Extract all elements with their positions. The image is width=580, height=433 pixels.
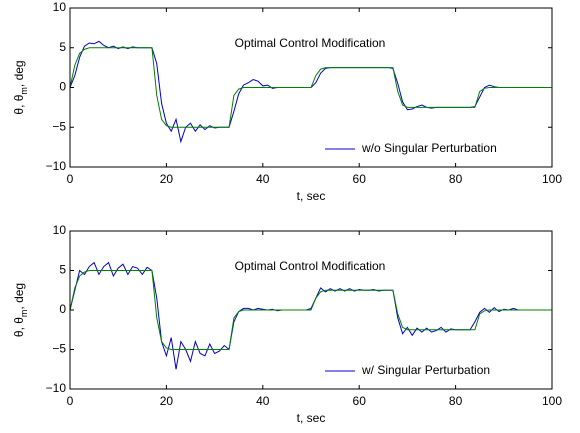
x-tick-label: 40 <box>256 172 270 186</box>
axes-box <box>69 7 553 168</box>
x-tick-label: 100 <box>542 394 562 408</box>
legend-label: w/o Singular Perturbation <box>361 141 497 155</box>
data-line <box>69 47 552 128</box>
x-tick-label: 0 <box>67 394 74 408</box>
x-tick-label: 20 <box>160 394 174 408</box>
y-tick-label: 5 <box>59 40 66 54</box>
annotation: Optimal Control Modification <box>235 36 386 50</box>
x-axis-label: t, sec <box>297 411 326 425</box>
data-line <box>69 261 552 370</box>
y-axis-label: θ, θm, deg <box>12 60 29 114</box>
x-tick-label: 40 <box>256 394 270 408</box>
y-axis-label: θ, θm, deg <box>12 283 29 337</box>
legend-label: w/ Singular Perturbation <box>361 363 490 377</box>
x-tick-label: 80 <box>449 172 463 186</box>
y-tick-label: −10 <box>46 381 67 395</box>
x-tick-label: 80 <box>449 394 463 408</box>
axes-box <box>69 230 553 390</box>
y-tick-label: 10 <box>53 223 67 237</box>
y-tick-label: −5 <box>52 119 66 133</box>
x-tick-label: 20 <box>160 172 174 186</box>
y-axis-label-part: , deg <box>12 60 26 87</box>
x-tick-label: 60 <box>353 394 367 408</box>
y-axis-label-part: , deg <box>12 283 26 310</box>
data-line <box>69 270 552 350</box>
y-axis-label-part: θ, θ <box>12 94 26 114</box>
x-axis-label: t, sec <box>297 189 326 203</box>
x-tick-label: 100 <box>542 172 562 186</box>
x-tick-label: 60 <box>353 172 367 186</box>
annotation: Optimal Control Modification <box>235 259 386 273</box>
y-axis-label-part: θ, θ <box>12 317 26 337</box>
y-tick-label: 10 <box>53 0 67 14</box>
x-tick-label: 0 <box>67 172 74 186</box>
y-axis-label-part: m <box>19 87 29 95</box>
y-tick-label: 0 <box>59 80 66 94</box>
y-tick-label: −10 <box>46 159 67 173</box>
y-tick-label: −5 <box>52 342 66 356</box>
y-tick-label: 5 <box>59 263 66 277</box>
y-axis-label-part: m <box>19 310 29 318</box>
y-tick-label: 0 <box>59 302 66 316</box>
